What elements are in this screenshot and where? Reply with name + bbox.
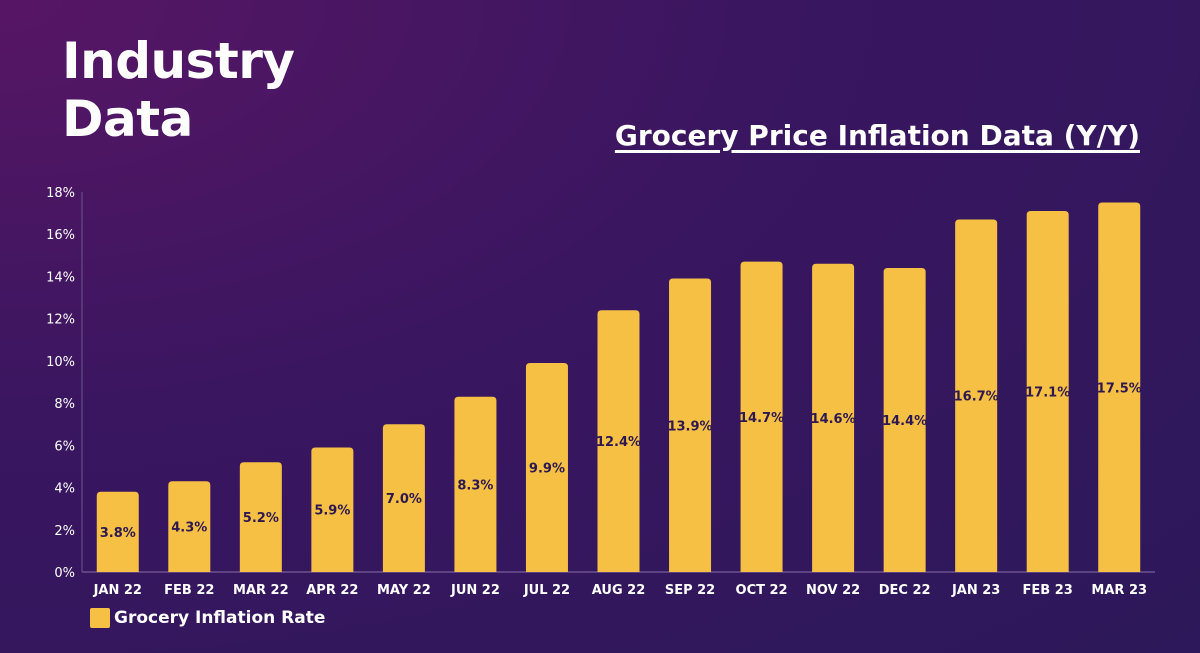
x-tick-label: AUG 22 [592, 583, 646, 598]
bar [96, 491, 139, 572]
bar [382, 424, 425, 572]
bar-data-label: 12.4% [596, 435, 641, 450]
x-tick-label: APR 22 [306, 583, 358, 598]
y-tick-label: 18% [46, 186, 75, 201]
x-tick-label: MAY 22 [377, 583, 431, 598]
x-tick-label: JAN 23 [951, 583, 1000, 598]
bar-data-label: 8.3% [457, 478, 493, 493]
bar-data-label: 14.4% [882, 414, 927, 429]
page-heading: Industry Data [62, 32, 295, 148]
bar [454, 396, 497, 572]
y-tick-label: 14% [46, 270, 75, 285]
x-tick-label: FEB 23 [1023, 583, 1073, 598]
bar [597, 310, 640, 572]
x-tick-label: JUL 22 [523, 583, 570, 598]
page-heading-line1: Industry [62, 32, 295, 90]
bar-data-label: 14.6% [811, 412, 856, 427]
legend-swatch [90, 608, 110, 628]
x-tick-label: SEP 22 [665, 583, 715, 598]
bar-data-label: 13.9% [667, 419, 712, 434]
y-tick-label: 8% [54, 397, 75, 412]
bar-data-label: 17.5% [1097, 381, 1142, 396]
chart-title: Grocery Price Inflation Data (Y/Y) [614, 119, 1140, 152]
bar [669, 278, 712, 572]
bar [168, 481, 211, 572]
bar-data-label: 4.3% [171, 521, 207, 536]
x-tick-label: JAN 22 [93, 583, 142, 598]
bar [1026, 211, 1069, 572]
x-tick-label: OCT 22 [736, 583, 788, 598]
y-tick-label: 6% [54, 439, 75, 454]
legend-label: Grocery Inflation Rate [114, 608, 326, 628]
bar-data-label: 3.8% [100, 526, 136, 541]
bar-data-label: 16.7% [954, 390, 999, 405]
y-tick-label: 16% [46, 228, 75, 243]
bar-data-label: 14.7% [739, 411, 784, 426]
chart-legend: Grocery Inflation Rate [90, 608, 325, 628]
y-tick-label: 0% [54, 566, 75, 581]
bar [955, 219, 998, 572]
y-tick-label: 10% [46, 355, 75, 370]
y-tick-label: 12% [46, 313, 75, 328]
bar [740, 261, 783, 572]
bar [239, 462, 282, 572]
x-tick-label: DEC 22 [879, 583, 931, 598]
bar-data-label: 5.9% [314, 504, 350, 519]
y-tick-label: 2% [54, 524, 75, 539]
bar [525, 363, 568, 572]
x-tick-label: MAR 23 [1091, 583, 1147, 598]
y-tick-label: 4% [54, 482, 75, 497]
x-tick-label: FEB 22 [164, 583, 214, 598]
bar-data-label: 17.1% [1025, 386, 1070, 401]
x-tick-label: NOV 22 [806, 583, 860, 598]
bar-data-label: 9.9% [529, 462, 565, 477]
x-tick-label: JUN 22 [450, 583, 500, 598]
bar [1098, 202, 1141, 573]
bar [311, 447, 354, 572]
bar-data-label: 7.0% [386, 492, 422, 507]
x-tick-label: MAR 22 [233, 583, 289, 598]
bar [812, 263, 855, 572]
page-heading-line2: Data [62, 90, 193, 148]
bar-data-label: 5.2% [243, 511, 279, 526]
bar [883, 268, 926, 572]
